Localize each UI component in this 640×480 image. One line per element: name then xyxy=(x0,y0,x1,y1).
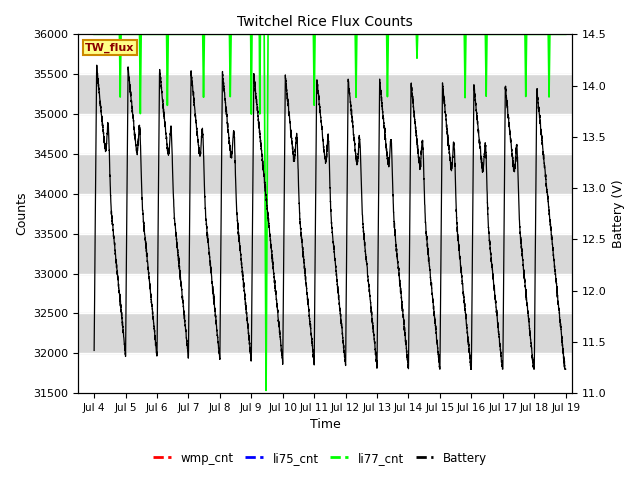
Bar xyxy=(79,234,572,274)
Legend: wmp_cnt, li75_cnt, li77_cnt, Battery: wmp_cnt, li75_cnt, li77_cnt, Battery xyxy=(148,447,492,469)
Y-axis label: Counts: Counts xyxy=(15,192,28,236)
Bar xyxy=(79,74,572,114)
Y-axis label: Battery (V): Battery (V) xyxy=(612,180,625,248)
X-axis label: Time: Time xyxy=(310,419,340,432)
Bar xyxy=(79,154,572,194)
Title: Twitchel Rice Flux Counts: Twitchel Rice Flux Counts xyxy=(237,15,413,29)
Bar xyxy=(79,313,572,353)
Text: TW_flux: TW_flux xyxy=(85,42,134,53)
